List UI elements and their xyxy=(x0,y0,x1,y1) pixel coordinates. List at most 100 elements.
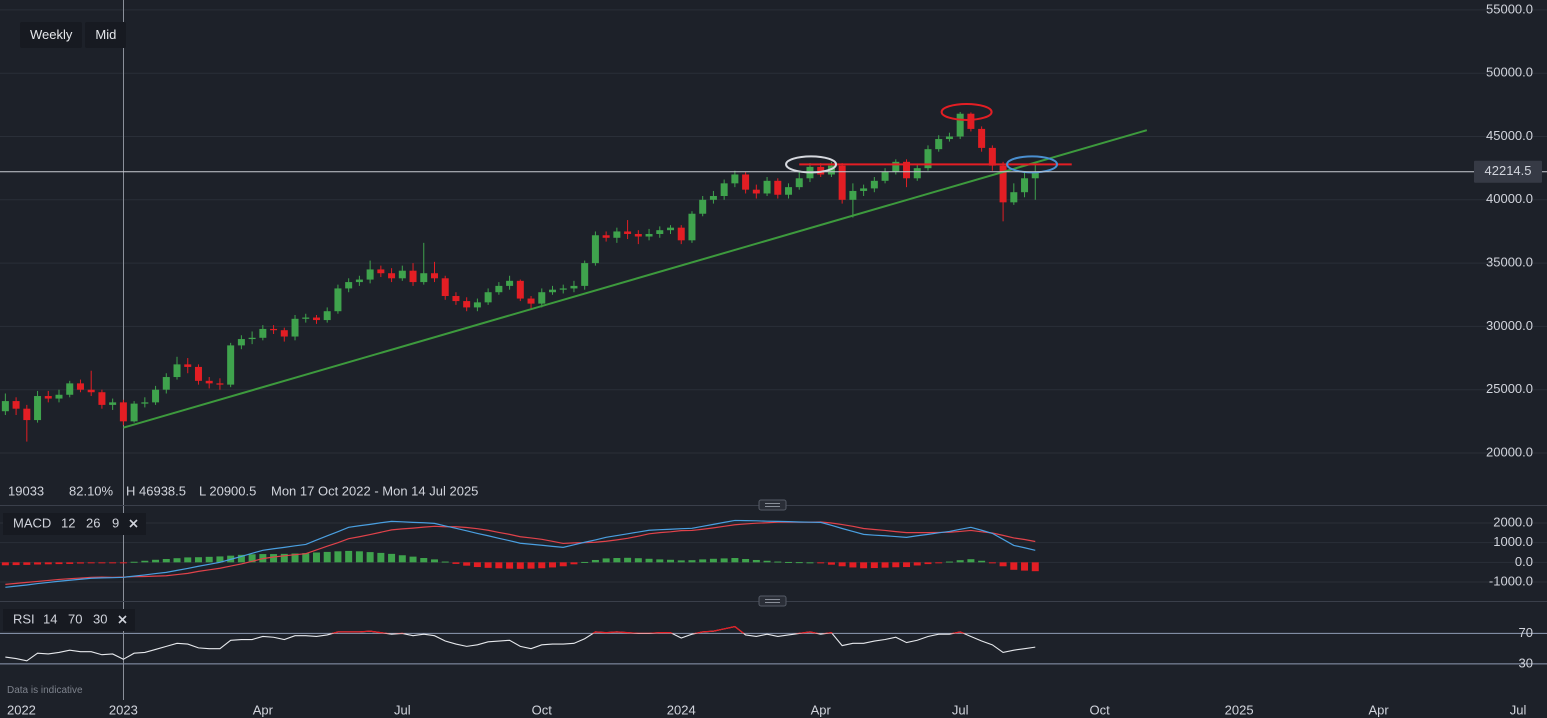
candle-body xyxy=(731,174,739,184)
macd-legend: MACD 12 26 9 xyxy=(3,513,146,535)
histogram-bar xyxy=(549,562,556,568)
last-price-label: 42214.5 xyxy=(1485,163,1532,178)
histogram-bar xyxy=(913,562,921,566)
candle-body xyxy=(967,113,975,129)
signal-line xyxy=(5,521,1036,585)
grip-box[interactable] xyxy=(758,595,787,607)
histogram-bar xyxy=(398,555,406,563)
legend-box xyxy=(3,609,135,631)
macd-line xyxy=(5,519,1036,588)
histogram-bar xyxy=(98,562,106,564)
interval-button[interactable]: Weekly xyxy=(20,22,83,48)
close-icon[interactable] xyxy=(129,519,138,528)
candle-body xyxy=(602,235,610,238)
candle-body xyxy=(752,189,760,194)
histogram-bar xyxy=(774,561,782,563)
candle-body xyxy=(956,113,964,137)
histogram-bar xyxy=(892,562,900,568)
indicator-param: 30 xyxy=(93,611,107,626)
histogram-bar xyxy=(302,553,310,563)
histogram-bar xyxy=(1021,562,1029,571)
histogram-bar xyxy=(602,558,610,563)
candle-body xyxy=(484,292,492,303)
histogram-bar xyxy=(12,562,20,566)
histogram-bar xyxy=(570,562,578,565)
histogram-bar xyxy=(270,554,278,563)
candle-body xyxy=(205,380,213,384)
candle-body xyxy=(634,233,642,237)
candle-body xyxy=(34,396,42,421)
histogram-bar xyxy=(956,560,964,563)
candle-body xyxy=(184,364,192,367)
histogram-bar xyxy=(345,550,353,563)
candle-body xyxy=(173,364,181,378)
histogram-bar xyxy=(495,562,503,569)
candle-body xyxy=(742,174,750,190)
histogram-bar xyxy=(506,562,514,569)
candle-body xyxy=(935,139,943,150)
histogram-bar xyxy=(538,562,546,569)
indicator-param: 26 xyxy=(86,515,100,530)
candle-body xyxy=(420,273,428,283)
histogram-bar xyxy=(248,554,256,563)
candle-body xyxy=(591,235,599,264)
x-tick-label: Oct xyxy=(1090,702,1111,717)
histogram-bar xyxy=(978,560,986,563)
info-count: 19033 xyxy=(8,483,44,498)
y-tick-label: 30000.0 xyxy=(1486,318,1533,333)
histogram-bar xyxy=(87,562,95,564)
histogram-bar xyxy=(817,562,825,564)
histogram-bar xyxy=(441,561,449,563)
histogram-bar xyxy=(667,559,675,563)
candle-body xyxy=(44,396,52,399)
histogram-bar xyxy=(484,562,492,568)
pane-grip[interactable] xyxy=(758,595,787,607)
candle-body xyxy=(549,289,556,293)
histogram-bar xyxy=(581,561,589,563)
info-high: H 46938.5 xyxy=(126,483,186,498)
y-tick-label: 40000.0 xyxy=(1486,191,1533,206)
close-icon[interactable] xyxy=(118,615,127,624)
histogram-bar xyxy=(463,562,471,566)
y-tick-label: 35000.0 xyxy=(1486,255,1533,270)
grid-layer xyxy=(0,9,1547,665)
candle-body xyxy=(860,188,868,191)
candle-body xyxy=(709,196,717,200)
x-tick-label: 2023 xyxy=(109,702,138,717)
histogram-bar xyxy=(291,553,299,563)
histogram-bar xyxy=(613,558,621,563)
histogram-bar xyxy=(624,557,632,563)
candle-body xyxy=(441,278,449,297)
rsi-overbought-line xyxy=(330,625,966,634)
indicator-title: RSI xyxy=(13,611,35,626)
info-percent: 82.10% xyxy=(69,483,114,498)
trendline xyxy=(123,129,1148,429)
histogram-bar xyxy=(76,562,84,564)
pane-grip[interactable] xyxy=(758,499,787,511)
histogram-bar xyxy=(849,562,857,568)
candle-body xyxy=(302,317,310,319)
histogram-bar xyxy=(162,558,170,563)
candle-body xyxy=(613,231,621,238)
histogram-bar xyxy=(516,562,524,569)
histogram-bar xyxy=(430,559,438,563)
histogram-bar xyxy=(366,552,374,563)
candle-body xyxy=(677,227,685,241)
candle-body xyxy=(55,394,63,399)
candle-body xyxy=(452,296,460,302)
candle-body xyxy=(945,136,953,140)
candle-body xyxy=(119,402,127,422)
indicator-param: 14 xyxy=(43,611,57,626)
indicator-param: 9 xyxy=(112,515,119,530)
candle-body xyxy=(570,285,578,289)
candle-body xyxy=(270,328,278,331)
candle-body xyxy=(473,302,481,308)
last-price-box xyxy=(1474,160,1542,183)
candle-body xyxy=(98,392,106,405)
price-type-button[interactable]: Mid xyxy=(85,22,127,48)
candle-body xyxy=(323,311,331,321)
candle-body xyxy=(527,298,535,304)
grip-box[interactable] xyxy=(758,499,787,511)
candle-body xyxy=(162,377,170,390)
